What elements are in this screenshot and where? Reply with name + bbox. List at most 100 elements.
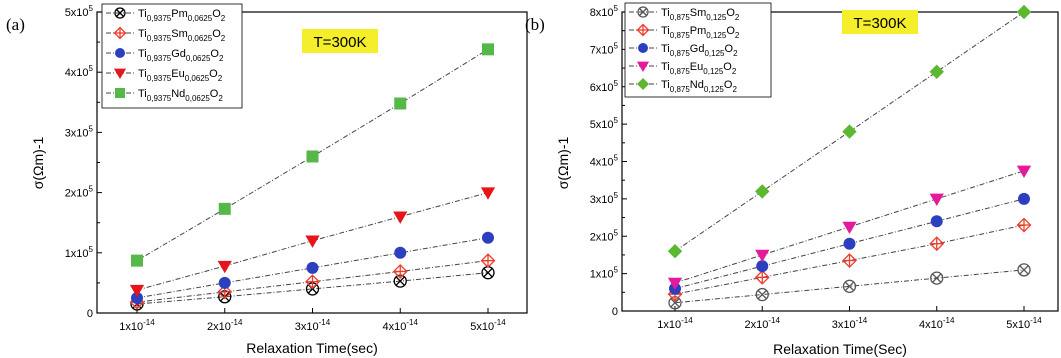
data-point [394,246,407,259]
annotation-box [842,10,918,34]
data-point [843,237,856,250]
data-point [482,231,494,244]
x-tick-label: 3x10-14 [295,318,331,333]
x-tick-label: 5x10-14 [470,318,506,333]
legend-entry: Ti0,875Nd0,125O2 [629,78,737,94]
temperature-annotation: T=300K [314,34,367,51]
y-tick-label: 4x105 [65,64,94,79]
data-point [480,187,496,200]
data-point [754,269,770,285]
x-tick-label: 3x10-14 [832,316,868,331]
legend-entry: Ti0,9375Pm0,0625O2 [106,7,226,23]
data-point [842,253,857,268]
data-point [842,221,857,235]
x-tick-label: 2x10-14 [745,316,781,331]
data-point [305,235,320,248]
legend-marker [113,68,127,80]
data-point [842,279,857,293]
legend-label: Ti0,875Sm0,125O2 [661,7,740,22]
temperature-annotation: T=300K [854,15,907,32]
y-tick-label: 1x105 [65,245,94,260]
data-point [929,64,944,79]
series-line [136,260,489,303]
legend-entry: Ti0,9375Nd0,0625O2 [106,88,223,103]
data-point [392,264,408,279]
data-point [755,249,770,263]
y-tick-label: 2x105 [65,185,94,200]
y-tick-label: 6x105 [590,79,619,94]
legend-entry: Ti0,9375Gd0,0625O2 [106,48,224,63]
annotation-box [302,29,378,53]
data-point [481,266,495,280]
series-line [674,269,1025,304]
chart-panel-a: (a) 0 1x105 2x105 3x105 4x105 5x105 1x10-14 2x10… [6,3,528,356]
data-point [842,124,857,139]
legend-label: Ti0,875Nd0,125O2 [661,79,737,94]
x-tick-label: 4x10-14 [919,316,955,331]
data-point [929,193,944,207]
legend-label: Ti0,875Eu0,125O2 [661,61,737,76]
y-tick-label: 7x105 [590,41,619,56]
legend-marker [637,6,649,18]
data-point [305,274,320,290]
data-point [756,260,769,273]
legend-entry: Ti0,875Pm0,125O2 [629,23,740,40]
data-point [667,244,683,259]
y-tick-label: 0 [87,308,93,320]
legend-entry: Ti0,9375Sm0,0625O2 [106,26,226,43]
legend-marker [115,88,125,98]
y-tick-label: 0 [612,306,618,318]
x-tick-label: 5x10-14 [1006,316,1042,331]
y-tick-label: 3x105 [590,191,619,206]
data-point [930,271,944,285]
data-point [667,277,683,291]
legend-label: Ti0,9375Nd0,0625O2 [138,88,223,103]
y-tick-label: 5x105 [590,116,619,131]
legend-marker [113,26,127,40]
legend-marker [636,61,650,73]
data-point [306,261,319,274]
data-point [129,284,145,298]
data-point [1017,263,1031,277]
legend-label: Ti0,875Gd0,125O2 [661,43,738,58]
data-point [394,97,407,110]
legend-label: Ti0,9375Gd0,0625O2 [138,48,224,63]
data-point [306,150,319,163]
y-tick-label: 4x105 [590,154,619,169]
y-tick-label: 5x105 [65,4,94,19]
data-point [480,253,496,269]
legend-marker [115,48,125,58]
legend-marker [637,78,649,90]
y-tick-label: 8x105 [590,4,619,19]
data-point [131,291,143,304]
panel-label: (b) [525,15,545,34]
data-point [755,184,770,199]
legend-entry: Ti0,9375Eu0,0625O2 [106,68,223,83]
data-point [755,287,769,302]
legend-box [624,2,772,98]
x-tick-label: 1x10-14 [119,318,155,333]
data-point [131,254,143,267]
data-point [1018,192,1030,205]
x-tick-label: 4x10-14 [383,318,419,333]
legend-marker [114,7,126,19]
y-tick-label: 2x105 [590,228,619,243]
y-tick-label: 1x105 [590,266,619,281]
legend-label: Ti0,9375Eu0,0625O2 [138,68,223,83]
series-line [136,272,489,305]
legend-label: Ti0,9375Sm0,0625O2 [138,28,226,43]
y-axis-label: σ(Ωm)-1 [555,137,571,190]
legend-marker [636,23,650,37]
data-point [1016,217,1032,233]
data-point [218,276,231,289]
chart-panel-b: (b) 0 1x105 2x105 3x105 4x105 5x105 6x105 7x105 8… [525,2,1059,357]
y-axis-label: σ(Ωm)-1 [30,137,46,190]
data-point [930,215,943,228]
data-point [217,260,232,274]
data-point [482,43,494,56]
x-axis-label: Relaxation Time(Sec) [773,341,907,357]
legend-entry: Ti0,875Sm0,125O2 [629,6,740,22]
legend-marker [638,43,648,53]
legend-box [101,3,243,109]
